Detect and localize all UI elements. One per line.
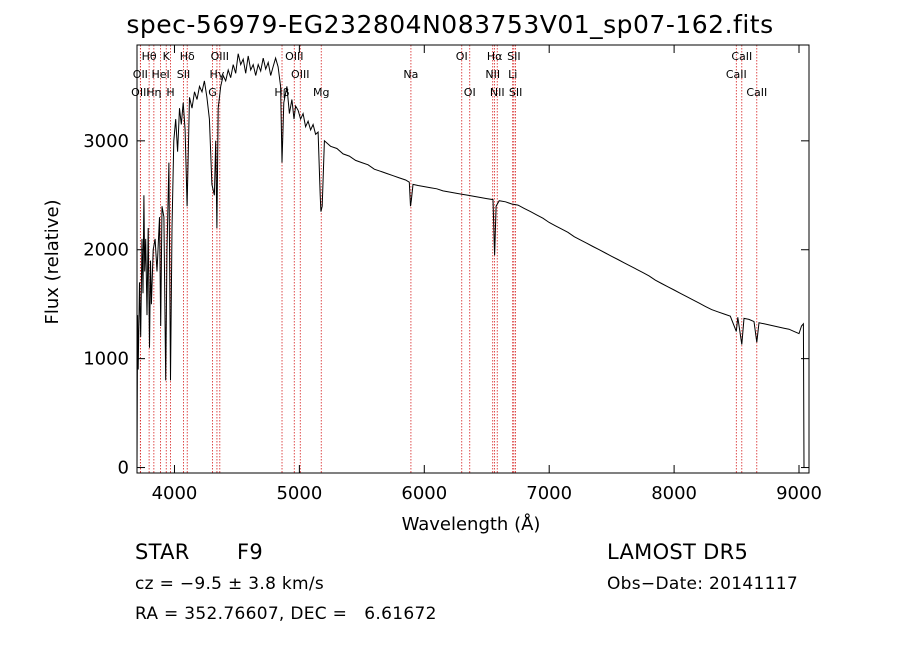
x-tick-label: 4000 [152,483,198,504]
spectral-line-label: Hα [487,50,503,63]
x-tick-label: 7000 [526,483,572,504]
spectral-line-label: OI [464,86,476,99]
y-tick-label: 3000 [83,131,129,152]
spectral-line-label: OII [133,68,148,81]
spectral-line-label: CaII [726,68,747,81]
spectral-line-label: SII [507,50,520,63]
x-tick-label: 6000 [401,483,447,504]
spectral-line-label: Hδ [180,50,195,63]
y-tick-label: 1000 [83,349,129,370]
spectral-line-label: SII [177,68,190,81]
spectral-line-label: Hθ [142,50,157,63]
y-tick-label: 2000 [83,240,129,261]
y-tick-label: 0 [118,458,129,479]
spectral-line-label: OIII [285,50,303,63]
spectral-line-label: Mg [313,86,329,99]
y-axis-label: Flux (relative) [42,199,63,324]
object-class: STAR [135,540,190,564]
spectral-line-label: NII [485,68,500,81]
observation-date: Obs−Date: 20141117 [607,574,798,594]
spectral-line-label: Na [403,68,418,81]
x-tick-label: 9000 [776,483,822,504]
chart-title: spec-56979-EG232804N083753V01_sp07-162.f… [126,10,774,39]
spectral-line-label: K [163,50,171,63]
y-axis-ticks: 0 1000 2000 3000 [83,131,809,479]
x-tick-label: 8000 [651,483,697,504]
spectral-line-label: OI [456,50,468,63]
spectral-line-label: CaII [746,86,767,99]
spectral-line-label: Hβ [274,86,289,99]
redshift-velocity: cz = −9.5 ± 3.8 km/s [135,574,325,594]
plot-frame [136,44,810,474]
spectral-line-label: SII [509,86,522,99]
spectral-line-label: Li [508,68,517,81]
x-tick-label: 5000 [276,483,322,504]
spectral-line-markers [139,45,758,473]
spectral-line-label: H [166,86,174,99]
spectral-line-label: Hη [146,86,161,99]
spectral-line-label: G [208,86,217,99]
spectral-line-label: HeI [151,68,169,81]
survey-name: LAMOST DR5 [607,540,749,564]
object-subclass: F9 [237,540,264,564]
spectral-line-label: OIII [131,86,149,99]
spectral-line-label: OIII [211,50,229,63]
x-axis-ticks: 4000 5000 6000 7000 8000 9000 [152,45,822,504]
spectral-line-label: NII [490,86,505,99]
spectral-line-label: Hγ [210,68,225,81]
spectral-line-label: CaII [731,50,752,63]
x-axis-label: Wavelength (Å) [402,513,541,535]
coordinates: RA = 352.76607, DEC = 6.61672 [135,604,437,624]
spectral-line-label: OIII [291,68,309,81]
spectrum-series-line [136,53,805,468]
